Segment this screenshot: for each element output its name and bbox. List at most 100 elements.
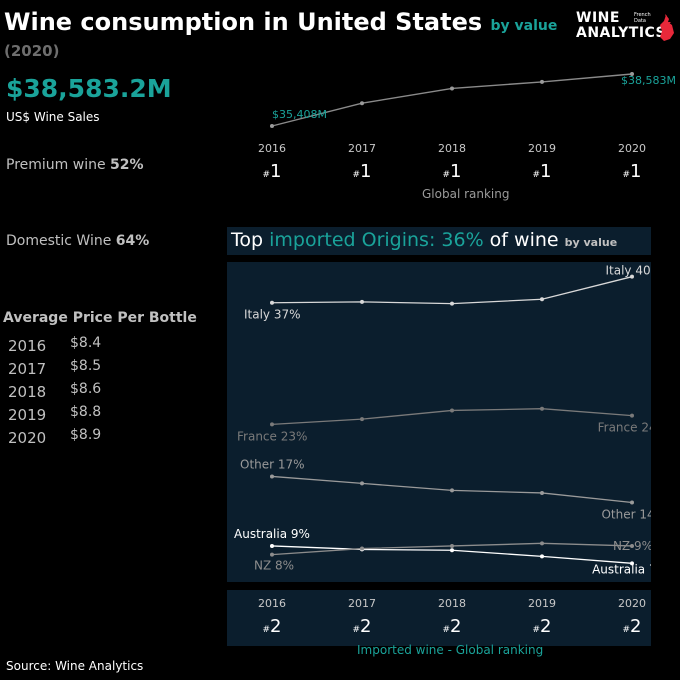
global-ranking-rank-value: 1	[360, 161, 372, 182]
imported-ranking-col: 2018 #2	[422, 597, 482, 637]
hash-symbol: #	[262, 625, 271, 635]
wine-analytics-logo: WINE ANALYTICS French Data	[576, 10, 676, 50]
imported-ranking-year: 2018	[438, 597, 466, 610]
premium-wine-stat: Premium wine 52%	[6, 157, 144, 173]
global-ranking-col: 2018 #1	[422, 142, 482, 182]
title-text: Wine consumption in United States	[4, 8, 483, 36]
series-point-france	[450, 408, 454, 413]
global-ranking-rank: #1	[242, 161, 302, 182]
series-point-nz	[450, 543, 454, 548]
global-ranking-rank-value: 1	[450, 161, 462, 182]
price-year: 2016	[8, 337, 47, 355]
series-point-other	[270, 474, 274, 479]
domestic-wine-stat: Domestic Wine 64%	[6, 233, 149, 249]
imported-origins-panel: Italy 37% Italy 40% France 23% France 24% Ot…	[227, 262, 668, 582]
series-point-france	[270, 422, 274, 427]
global-ranking-col: 2019 #1	[512, 142, 572, 182]
price-year: 2018	[8, 383, 47, 401]
series-point-australia	[270, 543, 274, 548]
imported-title-teal: imported Origins: 36%	[269, 229, 484, 251]
series-first-label-france: France 23%	[237, 429, 307, 443]
price-year: 2019	[8, 406, 47, 424]
hash-symbol: #	[352, 170, 361, 180]
imported-ranking-year: 2016	[258, 597, 286, 610]
global-ranking-label: Global ranking	[422, 187, 510, 201]
global-ranking-year: 2019	[528, 142, 556, 155]
kpi-label: US$ Wine Sales	[6, 110, 100, 124]
imported-ranking-panel	[227, 590, 651, 646]
global-ranking-year: 2020	[618, 142, 646, 155]
series-point-australia	[540, 554, 544, 559]
imported-ranking-rank-value: 2	[450, 616, 462, 637]
page-title: Wine consumption in United States by val…	[4, 8, 557, 36]
series-point-australia	[630, 561, 634, 566]
series-point-italy	[360, 299, 364, 304]
global-ranking-year: 2016	[258, 142, 286, 155]
hash-symbol: #	[622, 170, 631, 180]
series-first-label-nz: NZ 8%	[254, 559, 294, 573]
global-ranking-year: 2017	[348, 142, 376, 155]
imported-ranking-col: 2016 #2	[242, 597, 302, 637]
premium-value: 52%	[110, 157, 144, 173]
imported-ranking-year: 2019	[528, 597, 556, 610]
logo-line2: ANALYTICS	[576, 25, 667, 41]
price-value: $8.4	[70, 335, 102, 351]
price-value: $8.5	[70, 358, 102, 374]
domestic-value: 64%	[115, 233, 150, 249]
series-first-label-other: Other 17%	[240, 457, 305, 471]
sales-point	[360, 101, 364, 106]
sales-first-label: $35,408M	[272, 108, 327, 121]
price-value: $8.6	[70, 381, 102, 397]
series-first-label-italy: Italy 37%	[244, 308, 301, 322]
premium-label: Premium wine	[6, 157, 106, 173]
imported-ranking-rank: #2	[242, 616, 302, 637]
imported-ranking-rank-value: 2	[360, 616, 372, 637]
series-last-label-australia: Australia 7%	[592, 562, 651, 576]
sales-point	[630, 72, 634, 76]
domestic-label: Domestic Wine	[6, 233, 112, 249]
sales-last-label: $38,583M	[621, 74, 676, 87]
imported-ranking-rank: #2	[422, 616, 482, 637]
hash-symbol: #	[262, 170, 271, 180]
series-point-other	[630, 500, 634, 505]
imported-ranking-col: 2020 #2	[602, 597, 662, 637]
imported-title-post: of wine	[483, 229, 565, 251]
series-last-label-nz: NZ 9%	[613, 539, 651, 553]
global-ranking-col: 2017 #1	[332, 142, 392, 182]
series-point-other	[360, 481, 364, 486]
global-ranking-rank-value: 1	[540, 161, 552, 182]
series-point-italy	[270, 300, 274, 305]
imported-ranking-label: Imported wine - Global ranking	[357, 643, 544, 657]
global-ranking-rank: #1	[332, 161, 392, 182]
global-ranking-rank: #1	[512, 161, 572, 182]
hash-symbol: #	[622, 625, 631, 635]
series-last-label-france: France 24%	[598, 421, 651, 435]
logo-tag2: Data	[634, 18, 646, 24]
hash-symbol: #	[532, 625, 541, 635]
imported-ranking-year: 2017	[348, 597, 376, 610]
series-point-nz	[540, 541, 544, 546]
hash-symbol: #	[442, 170, 451, 180]
imported-ranking-year: 2020	[618, 597, 646, 610]
global-ranking-rank-value: 1	[630, 161, 642, 182]
source-note: Source: Wine Analytics	[6, 659, 144, 673]
series-point-other	[540, 490, 544, 495]
series-last-label-other: Other 14%	[601, 508, 651, 522]
global-ranking-rank: #1	[422, 161, 482, 182]
hash-symbol: #	[532, 170, 541, 180]
rooster-icon	[660, 14, 674, 41]
series-point-other	[450, 488, 454, 493]
global-ranking-rank-value: 1	[270, 161, 282, 182]
imported-ranking-rank-value: 2	[540, 616, 552, 637]
imported-title-pre: Top	[231, 229, 270, 251]
global-ranking-rank: #1	[602, 161, 662, 182]
series-point-france	[630, 413, 634, 418]
avg-price-title: Average Price Per Bottle	[3, 310, 197, 326]
imported-ranking-rank-value: 2	[270, 616, 282, 637]
sales-point	[270, 124, 274, 128]
logo-tag1: French	[634, 12, 651, 18]
global-ranking-col: 2020 #1	[602, 142, 662, 182]
sales-trend-chart: $35,408M $38,583M	[270, 72, 676, 128]
series-point-france	[540, 406, 544, 411]
imported-ranking-rank: #2	[602, 616, 662, 637]
